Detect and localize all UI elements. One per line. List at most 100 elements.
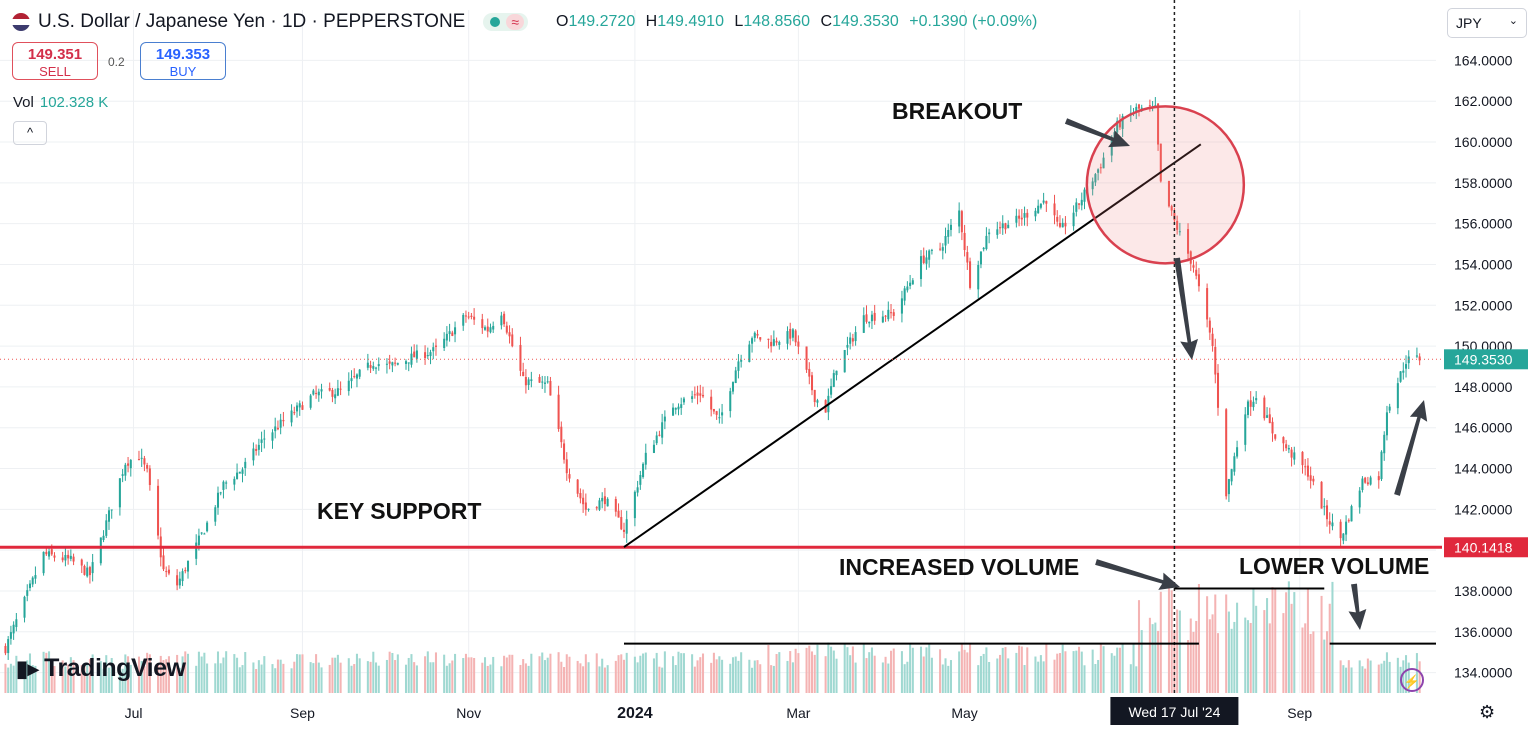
volume-bar xyxy=(655,652,658,693)
candle-body xyxy=(301,405,304,410)
candle-body xyxy=(31,577,34,585)
volume-bar xyxy=(639,655,642,693)
price-tick-label: 152.0000 xyxy=(1454,297,1513,313)
volume-bar xyxy=(903,664,906,693)
candle-body xyxy=(1230,469,1233,482)
volume-bar xyxy=(614,660,617,693)
candle-body xyxy=(86,567,89,577)
volume-bar xyxy=(1157,630,1160,693)
volume-bar xyxy=(682,653,685,693)
volume-bar xyxy=(1148,617,1151,693)
volume-bar xyxy=(672,656,675,693)
volume-bar xyxy=(255,668,258,693)
volume-bar xyxy=(873,655,876,693)
volume-bar xyxy=(658,666,661,693)
candle-body xyxy=(721,412,724,416)
volume-bar xyxy=(565,654,568,693)
candle-body xyxy=(1176,220,1179,230)
volume-bar xyxy=(977,665,980,693)
candle-body xyxy=(118,478,121,508)
candle-body xyxy=(415,350,418,359)
candle-body xyxy=(1121,116,1124,129)
symbol-title[interactable]: U.S. Dollar / Japanese Yen · 1D · PEPPER… xyxy=(38,11,466,32)
volume-bar xyxy=(413,662,416,693)
volume-bar xyxy=(1178,610,1181,693)
volume-bar xyxy=(606,665,609,693)
candle-body xyxy=(538,377,541,383)
volume-bar xyxy=(445,665,448,693)
candle-body xyxy=(331,389,334,397)
volume-bar xyxy=(797,653,800,693)
candle-body xyxy=(1170,206,1173,211)
volume-bar xyxy=(1061,644,1064,693)
volume-bar xyxy=(347,658,350,693)
volume-bar xyxy=(331,657,334,693)
rebound-arrow xyxy=(1394,400,1428,496)
buy-button[interactable]: 149.353 BUY xyxy=(140,42,226,80)
volume-bar xyxy=(339,662,342,693)
candle-body xyxy=(282,419,285,422)
candle-body xyxy=(1244,414,1247,445)
candle-body xyxy=(524,376,527,386)
candle-body xyxy=(603,496,606,505)
candle-body xyxy=(1293,452,1296,460)
candle-body xyxy=(375,367,378,369)
volume-bar xyxy=(824,656,827,693)
volume-legend[interactable]: Vol 102.328 K xyxy=(13,94,108,111)
volume-bar xyxy=(1129,664,1132,693)
candle-body xyxy=(1064,222,1067,227)
candle-body xyxy=(1083,189,1086,202)
volume-bar xyxy=(1154,622,1157,693)
collapse-legend-button[interactable]: ^ xyxy=(13,121,47,145)
volume-bar xyxy=(1388,661,1391,693)
volume-bar xyxy=(1383,660,1386,693)
close-label: C xyxy=(820,13,833,30)
volume-bar xyxy=(61,660,64,693)
candle-body xyxy=(424,352,427,358)
candle-body xyxy=(1020,217,1023,220)
volume-bar xyxy=(238,667,241,693)
volume-bar xyxy=(900,651,903,693)
volume-bar xyxy=(129,664,132,693)
candle-body xyxy=(930,249,933,251)
candle-body xyxy=(186,560,190,572)
volume-bar xyxy=(530,653,533,693)
currency-select[interactable]: JPY ⌄ xyxy=(1447,8,1527,38)
volume-bar xyxy=(1140,630,1143,693)
volume-bar xyxy=(835,658,838,693)
candle-body xyxy=(410,353,413,365)
market-status[interactable]: ≈ xyxy=(483,13,529,31)
low-label: L xyxy=(734,13,744,30)
volume-bar xyxy=(140,660,143,693)
volume-bar xyxy=(1045,644,1048,693)
volume-bar xyxy=(200,656,203,693)
candle-body xyxy=(148,468,151,485)
volume-bar xyxy=(568,656,571,693)
volume-bar xyxy=(80,665,83,693)
candle-body xyxy=(941,247,944,251)
price-tick-label: 142.0000 xyxy=(1454,501,1513,517)
candle-body xyxy=(1271,421,1274,434)
volume-bar xyxy=(467,657,470,693)
volume-bar xyxy=(1080,651,1083,693)
volume-bar xyxy=(241,665,244,693)
sell-button[interactable]: 149.351 SELL xyxy=(12,42,98,80)
volume-bar xyxy=(661,667,664,693)
volume-bar xyxy=(434,652,437,693)
volume-bar xyxy=(541,652,544,693)
volume-bar xyxy=(1361,666,1364,693)
candle-body xyxy=(167,569,170,574)
candle-body xyxy=(274,426,277,432)
volume-bar xyxy=(1380,663,1383,693)
volume-bar xyxy=(865,658,868,693)
lower-volume-arrow-shape xyxy=(1348,583,1367,631)
candle-body xyxy=(849,337,852,344)
volume-bar xyxy=(1042,661,1045,693)
settings-gear-icon[interactable]: ⚙ xyxy=(1479,702,1496,722)
lightning-icon[interactable]: ⚡ xyxy=(1400,668,1424,692)
candle-body xyxy=(129,459,132,469)
candle-body xyxy=(350,378,353,382)
volume-bar xyxy=(909,644,912,693)
candle-body xyxy=(298,403,301,408)
